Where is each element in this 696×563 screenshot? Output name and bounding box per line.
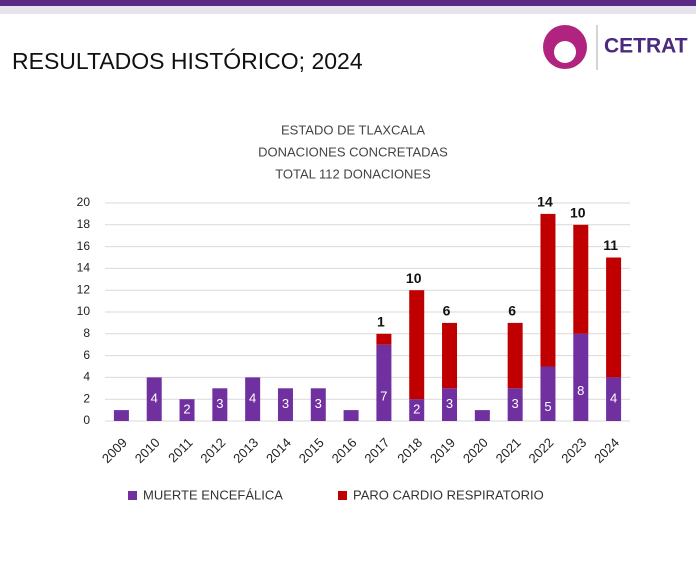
- x-tick-label: 2011: [165, 435, 195, 465]
- bar-segment: [212, 388, 228, 421]
- bar-segment: [409, 290, 425, 400]
- x-tick-label: 2020: [460, 435, 491, 466]
- y-tick-label: 18: [77, 217, 91, 231]
- y-tick-label: 16: [77, 239, 91, 253]
- data-label: 6: [508, 303, 516, 319]
- x-tick-label: 2009: [99, 435, 130, 466]
- bar-segment: [376, 344, 392, 421]
- data-label: 6: [443, 303, 451, 319]
- y-tick-label: 10: [77, 304, 91, 318]
- top-band-light: [0, 6, 696, 14]
- bar-segment: [343, 410, 359, 421]
- x-tick-label: 2013: [230, 435, 261, 466]
- y-tick-label: 20: [77, 195, 91, 209]
- y-tick-label: 0: [83, 413, 90, 427]
- x-tick-label: 2014: [263, 435, 294, 466]
- x-tick-label: 2017: [361, 435, 392, 466]
- legend-swatch: [338, 491, 347, 500]
- data-label: 7: [380, 388, 387, 403]
- data-label: 4: [151, 391, 158, 406]
- data-label: 4: [610, 391, 617, 406]
- x-tick-label: 2016: [329, 435, 360, 466]
- data-label: 11: [603, 237, 618, 253]
- data-label: 3: [315, 396, 322, 411]
- data-label: 3: [446, 396, 453, 411]
- bar-segment: [277, 388, 293, 421]
- y-tick-label: 8: [83, 326, 90, 340]
- x-tick-label: 2022: [525, 435, 556, 466]
- data-label: 3: [512, 396, 519, 411]
- x-tick-label: 2018: [394, 435, 425, 466]
- bar-segment: [179, 399, 195, 421]
- bar-segment: [146, 377, 162, 421]
- top-band: [0, 0, 696, 6]
- y-tick-label: 14: [77, 261, 91, 275]
- data-label: 8: [577, 383, 584, 398]
- bar-segment: [442, 388, 458, 421]
- slide-title: RESULTADOS HISTÓRICO; 2024: [12, 48, 363, 74]
- x-tick-label: 2010: [132, 435, 163, 466]
- bar-segment: [310, 388, 326, 421]
- bar-segment: [409, 399, 425, 421]
- logo: CETRAT: [543, 25, 688, 70]
- logo-text: CETRAT: [604, 35, 688, 58]
- bar-segment: [573, 333, 589, 421]
- bar-segment: [474, 410, 490, 421]
- x-tick-label: 2015: [296, 435, 327, 466]
- data-label: 2: [183, 402, 190, 417]
- bar-segment: [540, 213, 556, 367]
- legend-swatch: [128, 491, 137, 500]
- x-tick-label: 2019: [427, 435, 458, 466]
- bar-segment: [606, 257, 622, 378]
- x-tick-label: 2021: [493, 435, 524, 466]
- chart-title: DONACIONES CONCRETADAS: [258, 144, 448, 159]
- chart-title: TOTAL 112 DONACIONES: [275, 166, 431, 181]
- bar-segment: [507, 388, 523, 421]
- data-label: 14: [537, 194, 553, 210]
- bar-segment: [442, 322, 458, 389]
- x-tick-label: 2024: [591, 435, 622, 466]
- chart: ESTADO DE TLAXCALA DONACIONES CONCRETADAS…: [77, 122, 630, 502]
- y-tick-label: 6: [83, 348, 90, 362]
- legend-label: PARO CARDIO RESPIRATORIO: [353, 487, 544, 502]
- logo-icon-inner: [554, 41, 576, 63]
- bar-segment: [606, 377, 622, 421]
- y-tick-label: 4: [83, 370, 90, 384]
- legend-label: MUERTE ENCEFÁLICA: [143, 487, 283, 502]
- data-label: 5: [544, 399, 551, 414]
- data-label: 4: [249, 391, 256, 406]
- bar-segment: [540, 366, 556, 421]
- data-label: 3: [282, 396, 289, 411]
- y-tick-label: 2: [83, 391, 90, 405]
- data-label: 10: [406, 270, 422, 286]
- y-tick-label: 12: [77, 282, 91, 296]
- data-label: 1: [377, 314, 385, 330]
- bar-segment: [507, 322, 523, 389]
- chart-title: ESTADO DE TLAXCALA: [281, 122, 425, 137]
- bar-segment: [376, 333, 392, 345]
- bar-segment: [245, 377, 261, 421]
- data-label: 3: [216, 396, 223, 411]
- x-tick-label: 2023: [558, 435, 589, 466]
- data-label: 2: [413, 402, 420, 417]
- x-tick-label: 2012: [197, 435, 228, 466]
- bar-segment: [573, 224, 589, 334]
- data-label: 10: [570, 205, 586, 221]
- bar-segment: [113, 410, 129, 421]
